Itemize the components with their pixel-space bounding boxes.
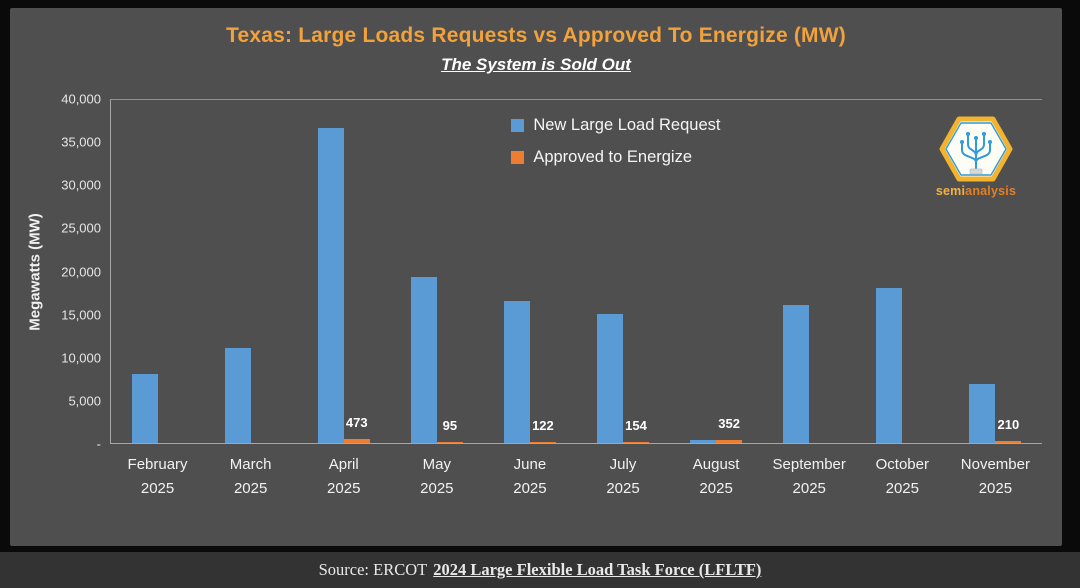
x-axis-label: October 2025 [875,456,929,497]
legend-label: New Large Load Request [533,116,721,134]
x-axis-label: November 2025 [960,456,1030,497]
approved-value-label: 473 [345,414,368,430]
bar-pair [317,128,370,443]
bar-new-large-load-request [131,374,158,443]
y-tick-label: 20,000 [61,264,101,279]
bar-approved-to-energize [529,441,556,443]
chart-area: Megawatts (MW) 40,000 35,000 30,000 25,000 2… [10,92,1062,497]
bar-pair [597,313,650,443]
bar-approved-to-energize [716,440,743,443]
bar-pair [690,439,743,443]
bar-new-large-load-request [783,305,810,443]
source-strip: Source: ERCOT 2024 Large Flexible Load T… [0,552,1080,588]
x-axis-label: February 2025 [127,456,188,497]
bar-new-large-load-request [690,439,717,443]
bar-new-large-load-request [969,383,996,443]
y-tick-label: 5,000 [68,393,101,409]
bar-group-september: September 2025 [763,100,856,497]
bar-approved-to-energize [436,441,463,443]
y-tick-label: 30,000 [61,177,101,193]
bar-approved-to-energize [623,441,650,443]
bar-group-may: 95 May 2025 [390,100,483,497]
y-tick-label: 10,000 [61,350,101,366]
orange-swatch-icon [511,151,525,164]
y-axis-ticks: 40,000 35,000 30,000 25,000 20,000 15,000 10,0… [52,92,110,452]
bar-pair [224,348,277,443]
bar-new-large-load-request [224,348,251,443]
bar-group-october: October 2025 [856,100,949,497]
semianalysis-hexagon-icon [939,116,1013,182]
bar-approved-to-energize [343,438,370,443]
bar-pair [503,300,556,443]
bar-new-large-load-request [410,277,437,443]
bar-group-june: 122 June 2025 [483,100,576,497]
bar-approved-to-energize [995,441,1022,443]
bar-pair [876,287,928,443]
semianalysis-logo: semianalysis [924,116,1028,198]
bar-new-large-load-request [597,313,624,443]
bar-new-large-load-request [876,287,903,443]
bar-new-large-load-request [317,128,344,443]
y-tick-label: 40,000 [61,91,101,107]
bar-group-february: February 2025 [111,100,204,497]
bar-group-march: March 2025 [204,100,297,497]
bar-group-april: 473 April 2025 [297,100,390,497]
legend-item-approved: Approved to Energize [511,148,720,167]
y-tick-label: 15,000 [61,307,101,323]
approved-value-label: 154 [625,417,647,433]
source-prefix: Source: ERCOT [318,560,428,579]
x-axis-label: September 2025 [772,456,846,497]
legend: New Large Load Request Approved to Energ… [511,116,720,167]
chart-subtitle: The System is Sold Out [441,55,631,74]
bar-new-large-load-request [503,300,530,443]
approved-value-label: 210 [997,417,1020,433]
y-tick-label: 35,000 [61,134,101,150]
x-axis-label: April 2025 [327,456,361,497]
bar-pair [969,383,1022,443]
bar-group-november: 210 November 2025 [949,100,1042,497]
y-tick-label: - [96,436,101,452]
approved-value-label: 352 [718,416,740,431]
source-link[interactable]: 2024 Large Flexible Load Task Force (LFL… [433,560,762,579]
x-axis-label: August 2025 [692,456,740,497]
y-tick-label: 25,000 [61,220,101,236]
x-axis-label: March 2025 [229,456,272,497]
y-axis-title: Megawatts (MW) [18,99,52,444]
x-axis-label: June 2025 [513,456,547,497]
approved-value-label: 95 [442,418,458,434]
logo-text-semi: semi [935,184,966,198]
chart-title: Texas: Large Loads Requests vs Approved … [226,24,846,47]
approved-value-label: 122 [532,417,554,433]
logo-text-analysis: analysis [965,184,1017,198]
legend-label: Approved to Energize [533,148,693,166]
legend-item-new-request: New Large Load Request [511,116,720,135]
y-axis-title-text: Megawatts (MW) [26,212,44,331]
bar-group-july: 154 July 2025 [576,100,669,497]
plot-area: New Large Load Request Approved to Energ… [110,99,1042,497]
bar-group-august: 352 August 2025 [670,100,763,497]
semianalysis-wordmark: semianalysis [924,184,1028,198]
blue-swatch-icon [511,119,525,132]
x-axis-label: May 2025 [420,456,454,497]
x-axis-label: July 2025 [606,456,640,497]
bar-pair [131,374,184,443]
chart-panel: Texas: Large Loads Requests vs Approved … [10,8,1062,546]
bar-pair [783,305,835,443]
bar-pair [410,277,463,443]
